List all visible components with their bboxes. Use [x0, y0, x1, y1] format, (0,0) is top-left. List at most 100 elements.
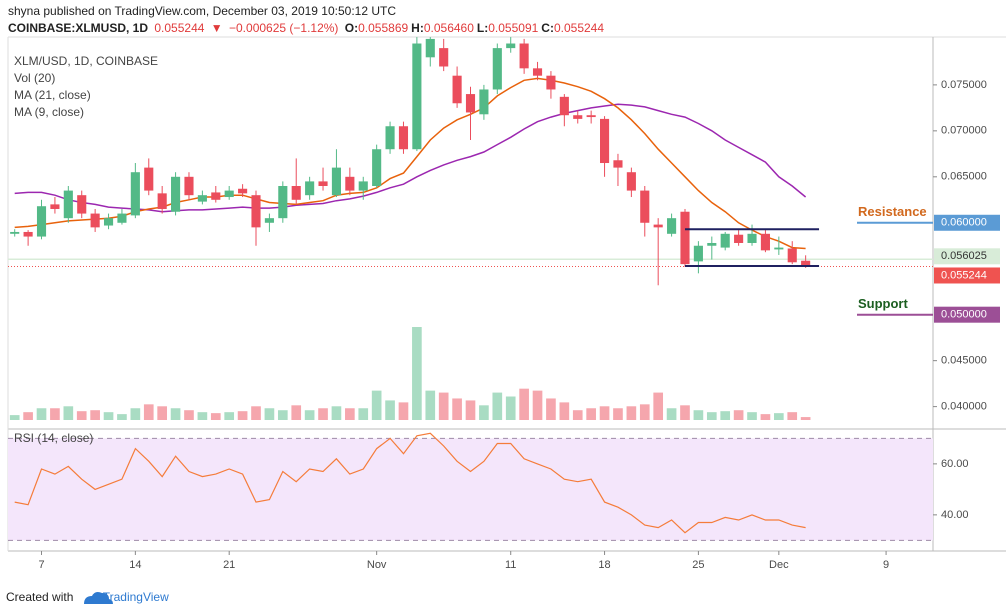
candle-body [479, 89, 489, 115]
volume-bar [210, 413, 221, 420]
candle-body [103, 218, 114, 226]
y-tick-label: 0.075000 [941, 79, 987, 91]
level-value: 0.050000 [941, 309, 987, 321]
candle-body [412, 43, 422, 150]
volume-bar [720, 411, 731, 420]
x-tick-label: 7 [38, 559, 44, 571]
candle-body [465, 94, 476, 113]
candle-body [184, 176, 194, 196]
candle-body [452, 75, 462, 104]
volume-bar [90, 410, 100, 420]
level-box [934, 214, 1000, 231]
volume-bar [184, 410, 194, 420]
rsi-line [14, 432, 806, 534]
candle-body [63, 190, 73, 219]
candle-body [278, 185, 288, 219]
ohlc-label: H: [411, 21, 424, 35]
y-tick-label: 0.045000 [941, 355, 987, 367]
candle-body [398, 126, 409, 150]
candle-body [224, 190, 234, 198]
candle-body [36, 206, 47, 237]
candle-body [264, 218, 274, 223]
level-box [934, 306, 1000, 323]
price-box [934, 267, 1000, 284]
candle-body [774, 247, 784, 250]
volume-bar [425, 390, 436, 420]
candle-body [211, 192, 221, 200]
ohlc-label: C: [541, 21, 554, 35]
volume-bar [599, 406, 610, 420]
volume-bar [398, 402, 409, 420]
candle-body [197, 195, 207, 202]
candle-body [506, 43, 516, 49]
publish-line: shyna published on TradingView.com, Dece… [8, 4, 399, 18]
candle-body [626, 172, 636, 191]
volume-bar [304, 410, 315, 420]
candle-body [640, 190, 650, 223]
ohlc-value: 0.056460 [423, 21, 474, 35]
level-label: Resistance [858, 204, 927, 219]
volume-bar [76, 411, 87, 420]
volume-bar [237, 411, 248, 420]
candle-body [157, 193, 167, 209]
candle-body [693, 245, 703, 262]
volume-bar [170, 408, 181, 420]
volume-bar [519, 388, 529, 420]
candle-body [760, 233, 770, 251]
level-label: Support [858, 296, 908, 311]
volume-bar [197, 412, 208, 420]
candle-body [10, 231, 20, 234]
volume-bar [23, 412, 33, 420]
x-tick-label: 9 [883, 559, 889, 571]
ohlc-label: O: [344, 21, 359, 35]
volume-bar [117, 414, 127, 420]
x-tick-label: 21 [223, 559, 235, 571]
candle-body [586, 115, 596, 118]
volume-bar [277, 410, 288, 420]
footer: Created with TradingView [6, 590, 169, 604]
level-value: 0.060000 [941, 217, 987, 229]
rsi-y-tick-label: 60.00 [941, 458, 969, 470]
volume-bar [358, 408, 369, 420]
candle-body [720, 233, 730, 248]
candle-body [546, 75, 556, 90]
volume-bar [143, 404, 154, 420]
volume-bar [103, 412, 114, 420]
rsi-title: RSI (14, close) [14, 431, 93, 445]
x-tick-label: 11 [505, 559, 516, 571]
x-tick-label: Dec [769, 559, 789, 571]
volume-bar [760, 414, 771, 420]
ohlc-value: 0.055244 [553, 21, 605, 35]
candle-body [130, 172, 140, 216]
brand[interactable]: TradingView [102, 590, 169, 604]
volume-bar [774, 413, 784, 420]
candle-body [385, 126, 395, 150]
ohlc-value: 0.055091 [488, 21, 539, 35]
candle-body [144, 167, 154, 191]
volume-bar [264, 408, 275, 420]
last-price: 0.055244 [154, 21, 205, 35]
volume-bar [345, 408, 355, 420]
ohlc-value: 0.055869 [358, 21, 409, 35]
volume-bar [693, 410, 704, 420]
candle-body [734, 234, 744, 243]
volume-bar [639, 404, 650, 420]
candle-body [559, 96, 569, 116]
volume-bar [465, 400, 476, 420]
change-arrow: ▼ [210, 21, 223, 35]
candle-body [613, 160, 623, 168]
volume-bar [479, 405, 489, 420]
volume-bar [291, 405, 302, 420]
volume-bar [331, 406, 342, 420]
symbol-line: COINBASE:XLMUSD, 1D 0.055244 ▼ −0.000625… [8, 21, 610, 35]
volume-bar [505, 396, 516, 420]
volume-bar [438, 392, 449, 420]
published: shyna published on TradingView.com, Dece… [8, 4, 397, 18]
candle-body [251, 195, 261, 228]
volume-bar [787, 412, 798, 420]
volume-bar [130, 408, 141, 420]
candle-body [331, 167, 341, 196]
ohlc: O:0.055869 H:0.056460 L:0.055091 C:0.055244 [345, 21, 607, 35]
